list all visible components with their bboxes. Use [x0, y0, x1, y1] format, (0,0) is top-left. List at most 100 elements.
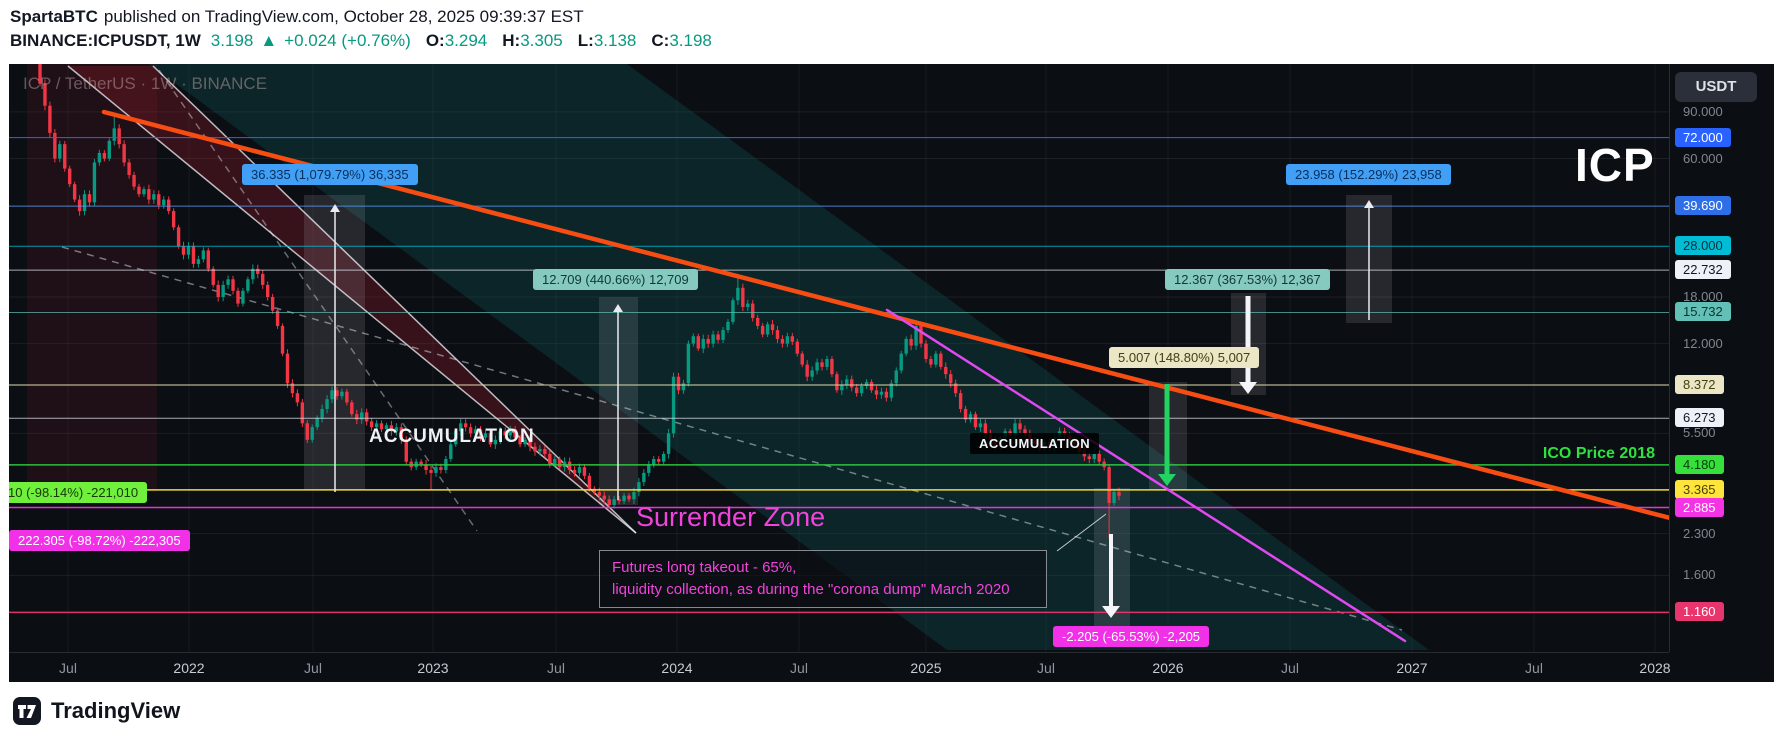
candle-body [869, 381, 874, 391]
candle-body [221, 284, 225, 298]
candle-body [1087, 456, 1092, 460]
candle-body [770, 324, 775, 331]
open-label: O: [425, 31, 445, 50]
candle-body [261, 273, 265, 285]
usdt-currency-button[interactable]: USDT [1675, 72, 1757, 102]
candle-body [300, 402, 305, 424]
candle-body [43, 83, 47, 106]
candle-body [815, 362, 819, 371]
candle-body [879, 391, 884, 395]
candle-body [963, 408, 968, 420]
price-change: +0.024 (+0.76%) [284, 31, 411, 50]
candle-body [379, 423, 384, 430]
candle-body [82, 194, 87, 212]
candle-body [216, 284, 220, 298]
candle-body [775, 330, 780, 339]
candle-body [850, 379, 854, 388]
helper-trendline [61, 246, 1403, 631]
price-level-badge: 15.732 [1675, 302, 1731, 322]
candle-body [434, 467, 438, 473]
candle-body [795, 341, 799, 354]
candle-body [112, 128, 116, 141]
note-line-1: Futures long takeout - 65%, [612, 559, 797, 576]
candle-body [602, 495, 606, 500]
candle-body [246, 279, 250, 291]
candle-body [493, 439, 498, 445]
candle-body [864, 381, 869, 387]
chart-area[interactable]: ICP / TetherUS · 1W · BINANCE USDT ICP I… [9, 64, 1774, 682]
price-grid-label: 90.000 [1683, 103, 1723, 119]
range-measurement-label[interactable]: 222.305 (-98.72%) -222,305 [9, 530, 190, 551]
candle-body [186, 246, 191, 255]
price-level-badge: 22.732 [1675, 260, 1731, 280]
candle-body [117, 128, 121, 145]
candle-body [72, 184, 77, 200]
last-price: 3.198 [210, 31, 254, 50]
candle-body [577, 467, 582, 473]
candle-body [176, 227, 181, 247]
arrow-up-icon [1364, 200, 1374, 208]
candle-body [236, 290, 240, 304]
candle-body [360, 412, 364, 420]
range-measurement-label[interactable]: 36.335 (1,079.79%) 36,335 [242, 164, 418, 185]
candle-body [627, 495, 631, 500]
candle-body [553, 459, 557, 465]
candle-body [201, 250, 206, 260]
candle-body [295, 393, 300, 403]
candle-body [548, 453, 552, 465]
time-axis-label: Jul [547, 660, 565, 676]
candle-body [275, 310, 280, 326]
candle-body [805, 364, 809, 377]
candle-body [810, 370, 814, 377]
range-measurement-label[interactable]: 5.007 (148.80%) 5,007 [1109, 347, 1260, 368]
candlestick-plot[interactable] [9, 64, 1669, 652]
high-label: H: [502, 31, 521, 50]
accumulation-label-left: ACCUMULATION [369, 426, 535, 447]
time-scale[interactable]: Jul 2022 Jul 2023 Jul 2024 Jul 2025 Jul 2026 Jul 20… [9, 652, 1671, 682]
arrow-down-icon [1239, 382, 1257, 394]
time-axis-label: Jul [1281, 660, 1299, 676]
candle-body [765, 324, 770, 335]
candle-body [166, 199, 171, 212]
candle-body [681, 383, 686, 391]
price-level-badge: 39.690 [1675, 196, 1731, 216]
candle-body [478, 429, 483, 438]
candle-body [439, 467, 443, 470]
candle-body [854, 387, 859, 394]
range-measurement-label[interactable]: 10 (-98.14%) -221,010 [9, 482, 148, 503]
range-measurement-label[interactable]: 23.958 (152.29%) 23,958 [1286, 164, 1451, 185]
candle-body [488, 433, 493, 445]
trendline [885, 308, 1407, 643]
footer: TradingView [0, 682, 1779, 740]
surrender-zone-label: Surrender Zone [636, 502, 826, 532]
candle-body [523, 439, 527, 445]
range-measurement-label[interactable]: 12.709 (440.66%) 12,709 [533, 269, 698, 290]
candle-body [265, 284, 270, 298]
candle-body [1097, 453, 1101, 462]
candle-body [63, 144, 67, 169]
symbol-name: BINANCE:ICPUSDT, 1W [10, 31, 201, 50]
candle-body [77, 199, 82, 212]
candle-body [741, 287, 745, 308]
price-grid-label: 12.000 [1683, 335, 1723, 351]
price-grid-label: 2.300 [1683, 525, 1716, 541]
candle-body [459, 423, 463, 432]
candle-body [666, 433, 671, 454]
accumulation-label-right: ACCUMULATION [970, 433, 1100, 454]
candle-body [538, 449, 542, 452]
candle-body [617, 499, 621, 502]
ico-price-2018-label: ICO Price 2018 [1542, 445, 1655, 462]
price-scale[interactable]: 90.000 60.000 18.000 12.000 5.500 2.300 1.600 7… [1669, 64, 1774, 652]
candle-body [874, 390, 879, 395]
candle-body [652, 459, 656, 465]
candle-body [325, 399, 329, 409]
candle-body [919, 325, 923, 344]
price-level-badge: 3.365 [1675, 479, 1724, 499]
time-axis-label: 2028 [1639, 660, 1671, 676]
candle-body [449, 444, 453, 460]
range-measurement-label[interactable]: 12.367 (367.53%) 12,367 [1165, 269, 1330, 290]
publish-info: published on TradingView.com, October 28… [103, 7, 584, 26]
candle-body [142, 189, 146, 195]
range-measurement-label[interactable]: -2.205 (-65.53%) -2,205 [1053, 626, 1210, 647]
candle-body [701, 338, 705, 349]
